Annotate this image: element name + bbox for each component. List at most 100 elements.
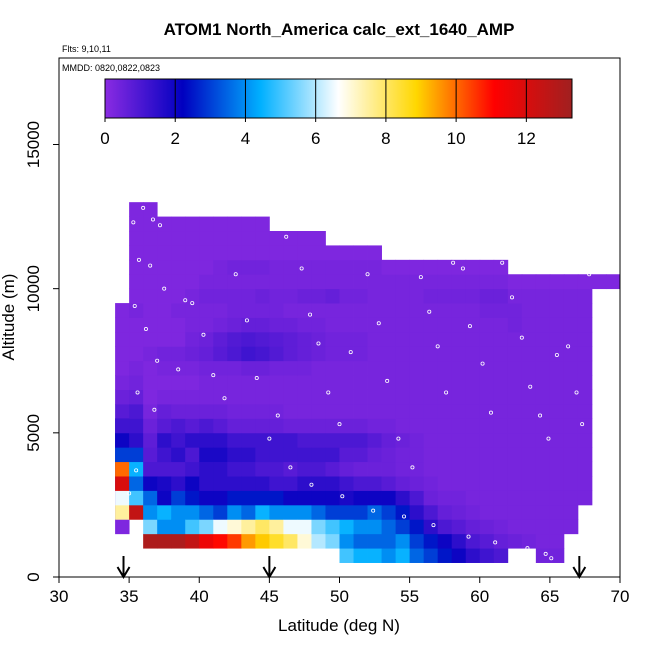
heatmap-cell xyxy=(199,346,214,362)
sample-point xyxy=(284,234,289,239)
heatmap-cell xyxy=(241,331,256,347)
heatmap-cell xyxy=(577,317,593,333)
sample-point xyxy=(162,286,167,291)
sample-point xyxy=(316,341,321,346)
heatmap-cell xyxy=(353,548,368,563)
heatmap-cell xyxy=(213,375,228,390)
heatmap-cell xyxy=(157,317,172,333)
heatmap-cell xyxy=(437,346,453,362)
heatmap-cell xyxy=(465,548,481,563)
heatmap-cell xyxy=(129,418,144,434)
heatmap-cell xyxy=(409,360,425,376)
heatmap-cell xyxy=(521,317,537,333)
heatmap-cell xyxy=(437,548,453,563)
heatmap-cell xyxy=(339,360,354,376)
heatmap-cell xyxy=(283,346,298,362)
heatmap-cell xyxy=(129,317,144,333)
heatmap-cell xyxy=(227,346,242,362)
heatmap-cell xyxy=(143,202,158,217)
heatmap-cell xyxy=(171,476,186,491)
heatmap-cell xyxy=(493,504,509,520)
heatmap-cell xyxy=(479,389,495,405)
heatmap-cell xyxy=(269,303,284,318)
heatmap-cell xyxy=(339,245,354,261)
heatmap-cell xyxy=(339,533,354,549)
heatmap-cell xyxy=(339,447,354,463)
heatmap-cell xyxy=(507,504,523,520)
heatmap-cell xyxy=(451,317,467,333)
heatmap-cell xyxy=(521,404,537,419)
heatmap-cell xyxy=(479,447,495,463)
heatmap-cell xyxy=(353,274,368,290)
heatmap-cell xyxy=(535,504,551,520)
heatmap-cell xyxy=(521,389,537,405)
heatmap-cell xyxy=(563,404,579,419)
heatmap-cell xyxy=(479,418,495,434)
heatmap-cell xyxy=(493,432,509,448)
heatmap-cell xyxy=(353,245,368,261)
heatmap-cell xyxy=(185,519,200,535)
heatmap-cell xyxy=(367,418,382,434)
sample-point xyxy=(183,298,188,303)
heatmap-cell xyxy=(549,404,565,419)
heatmap-cell xyxy=(199,231,214,246)
heatmap-cell xyxy=(199,504,214,520)
heatmap-cell xyxy=(465,274,481,290)
heatmap-cell xyxy=(395,432,411,448)
heatmap-cell xyxy=(521,303,537,318)
heatmap-cell xyxy=(451,404,467,419)
sample-point xyxy=(554,352,559,357)
heatmap-cell xyxy=(507,519,523,535)
heatmap-cell xyxy=(409,288,425,304)
heatmap-cell xyxy=(507,389,523,405)
heatmap-cell xyxy=(213,404,228,419)
heatmap-cell xyxy=(451,447,467,463)
heatmap-cell xyxy=(493,476,509,491)
heatmap-cell xyxy=(395,519,411,535)
heatmap-cell xyxy=(213,245,228,261)
heatmap-cell xyxy=(409,389,425,405)
heatmap-cell xyxy=(479,346,495,362)
heatmap-cell xyxy=(325,375,340,390)
heatmap-cell xyxy=(479,504,495,520)
heatmap-cell xyxy=(185,288,200,304)
heatmap-cell xyxy=(535,533,551,549)
heatmap-cell xyxy=(381,303,396,318)
heatmap-cell xyxy=(297,404,312,419)
y-tick-label: 15000 xyxy=(24,121,43,168)
heatmap-cell xyxy=(297,375,312,390)
heatmap-cell xyxy=(549,490,565,506)
heatmap-cell xyxy=(381,432,396,448)
heatmap-cell xyxy=(325,490,340,506)
heatmap-cell xyxy=(311,231,326,246)
sample-point xyxy=(211,373,216,378)
heatmap-cell xyxy=(535,274,551,290)
heatmap-cell xyxy=(423,519,439,535)
heatmap-cell xyxy=(381,490,396,506)
heatmap-cell xyxy=(339,259,354,275)
sample-point xyxy=(148,263,153,268)
heatmap-cell xyxy=(465,259,481,275)
heatmap-cell xyxy=(395,447,411,463)
heatmap-cell xyxy=(423,418,439,434)
heatmap-cell xyxy=(213,331,228,347)
heatmap-cell xyxy=(451,548,467,563)
heatmap-cell xyxy=(507,404,523,419)
heatmap-cell xyxy=(311,504,326,520)
heatmap-cell xyxy=(143,274,158,290)
heatmap-cell xyxy=(241,389,256,405)
heatmap-cell xyxy=(395,504,411,520)
heatmap-cell xyxy=(563,476,579,491)
sample-point xyxy=(427,309,432,314)
heatmap-cell xyxy=(311,303,326,318)
heatmap-cell xyxy=(227,504,242,520)
x-tick-label: 60 xyxy=(470,587,489,606)
heatmap-cell xyxy=(521,288,537,304)
heatmap-cell xyxy=(367,447,382,463)
heatmap-cell xyxy=(227,303,242,318)
heatmap-cell xyxy=(577,288,593,304)
heatmap-cell xyxy=(535,389,551,405)
heatmap-cell xyxy=(465,533,481,549)
sample-point xyxy=(587,272,592,277)
heatmap-cell xyxy=(577,274,593,290)
